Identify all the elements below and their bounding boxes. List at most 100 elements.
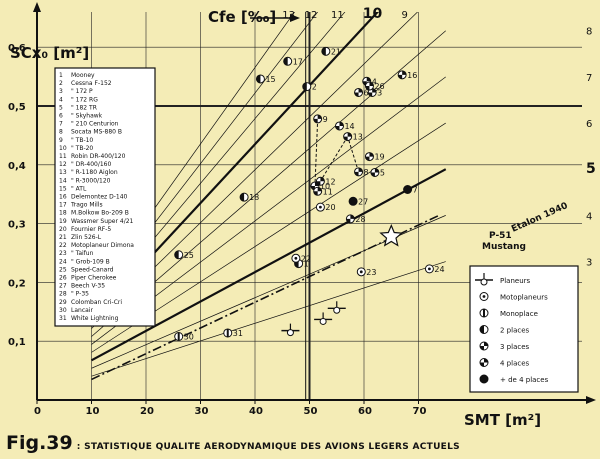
marker-dot xyxy=(428,267,431,271)
aircraft-list-number: 4 xyxy=(59,96,63,103)
aircraft-list-name: Robin DR-400/120 xyxy=(71,153,126,160)
data-point-label: 28 xyxy=(355,215,365,224)
aircraft-list-number: 2 xyxy=(59,80,63,87)
legend: Planeurs Motoplaneurs Monoplace 2 places 3 p… xyxy=(469,265,579,393)
data-point xyxy=(345,214,355,224)
data-point xyxy=(424,264,434,274)
cfe-line-label: 4 xyxy=(586,211,592,222)
aircraft-list-number: 11 xyxy=(59,153,67,160)
data-point xyxy=(343,132,353,142)
figure-caption-text: : STATISTIQUE QUALITE AERODYNAMIQUE DES … xyxy=(76,442,460,452)
cfe-line-label: 6 xyxy=(586,119,592,130)
marker-quarters xyxy=(354,167,363,176)
data-point-label: 8 xyxy=(364,168,369,177)
glider-body xyxy=(480,278,488,286)
cfe-line xyxy=(90,168,447,362)
aircraft-list-number: 3 xyxy=(59,88,63,95)
y-tick-label: 0,6 xyxy=(8,43,26,54)
legend-label: Motoplaneurs xyxy=(500,294,548,302)
aircraft-list-number: 7 xyxy=(59,121,63,128)
legend-marker xyxy=(479,325,489,334)
aircraft-list-name: Motoplaneur Dimona xyxy=(71,242,134,249)
aircraft-list-name: " TB-10 xyxy=(71,137,93,144)
marker-filled xyxy=(403,184,413,194)
data-point xyxy=(239,192,249,202)
data-point-label: 1 xyxy=(304,260,309,269)
legend-label: 4 places xyxy=(500,360,530,368)
glider-body xyxy=(286,329,294,337)
y-tick-label: 0,3 xyxy=(8,220,26,231)
data-point-label: 23 xyxy=(366,268,376,277)
aircraft-list-number: 13 xyxy=(59,169,67,176)
aircraft-list-name: Piper Cherokee xyxy=(71,275,117,282)
marker-dot xyxy=(482,295,486,298)
y-axis-label: SCx₀ [m²] xyxy=(10,44,89,62)
data-point-label: 9 xyxy=(323,115,328,124)
marker-half xyxy=(480,325,484,334)
marker-dot xyxy=(359,270,363,274)
data-point xyxy=(313,186,323,196)
marker-quarters xyxy=(365,82,374,91)
marker-half xyxy=(321,47,326,56)
data-point-label: 14 xyxy=(344,122,354,131)
marker-filled xyxy=(479,374,489,384)
cfe-line-label: 9 xyxy=(401,10,407,21)
data-point xyxy=(314,312,333,325)
marker-quarters xyxy=(343,132,352,141)
aircraft-list-number: 19 xyxy=(59,218,67,225)
aircraft-list-name: Fournier RF-5 xyxy=(71,226,111,233)
axes-group xyxy=(33,2,596,404)
data-point-label: 25 xyxy=(184,251,194,260)
data-point-label: 17 xyxy=(293,57,303,66)
x-axis-label: SMT [m²] xyxy=(464,411,541,429)
data-point-label: 7 xyxy=(413,185,418,194)
top-axis-arrow xyxy=(290,14,300,22)
cfe-line-label: 10 xyxy=(363,6,383,22)
marker-half xyxy=(302,82,307,91)
aircraft-list-name: Zlin 526-L xyxy=(71,234,102,241)
data-point-label: 26 xyxy=(374,82,384,91)
x-tick-label: 10 xyxy=(86,406,100,417)
data-point xyxy=(315,202,325,212)
data-point-label: 13 xyxy=(353,133,363,142)
marker-half xyxy=(174,250,179,259)
legend-label: 2 places xyxy=(500,327,530,335)
data-point xyxy=(403,184,413,194)
point-connector xyxy=(347,136,360,173)
legend-label: + de 4 places xyxy=(500,376,549,384)
aircraft-list-name: " TB-20 xyxy=(71,145,93,152)
aircraft-list-name: " Taifun xyxy=(71,250,94,257)
data-point-label: 15 xyxy=(265,75,275,84)
aircraft-list-name: " R-3000/120 xyxy=(71,177,111,184)
mustang-name-label: P-51 xyxy=(489,231,512,241)
data-point xyxy=(367,87,377,97)
data-point-label: 4 xyxy=(372,77,377,86)
aircraft-list-number: 5 xyxy=(59,104,63,111)
aircraft-list-number: 21 xyxy=(59,234,67,241)
aircraft-list-number: 9 xyxy=(59,137,63,144)
cfe-line-label: 8 xyxy=(586,27,592,38)
aircraft-list-name: M.Bolkow Bo-209 B xyxy=(71,210,129,217)
marker-quarters xyxy=(313,114,322,123)
data-point-label: 11 xyxy=(323,187,333,196)
cfe-line-label: 5 xyxy=(586,161,596,177)
legend-marker xyxy=(479,341,489,351)
aircraft-list-name: " 172 P xyxy=(71,88,93,95)
data-point xyxy=(334,121,344,131)
marker-quarters xyxy=(335,121,344,130)
data-point-label: 2 xyxy=(312,83,317,92)
data-point xyxy=(348,196,358,206)
data-point-label: 27 xyxy=(358,197,368,206)
glider-body xyxy=(333,306,341,314)
aircraft-list-name: " P-35 xyxy=(71,291,89,298)
data-point xyxy=(281,323,300,337)
marker-dot xyxy=(294,256,298,260)
data-point-label: 18 xyxy=(249,193,259,202)
legend-label: 3 places xyxy=(500,343,530,351)
aircraft-list-name: " 210 Centurion xyxy=(71,121,119,128)
data-point-label: 10 xyxy=(320,182,330,191)
x-tick-label: 20 xyxy=(140,406,154,417)
